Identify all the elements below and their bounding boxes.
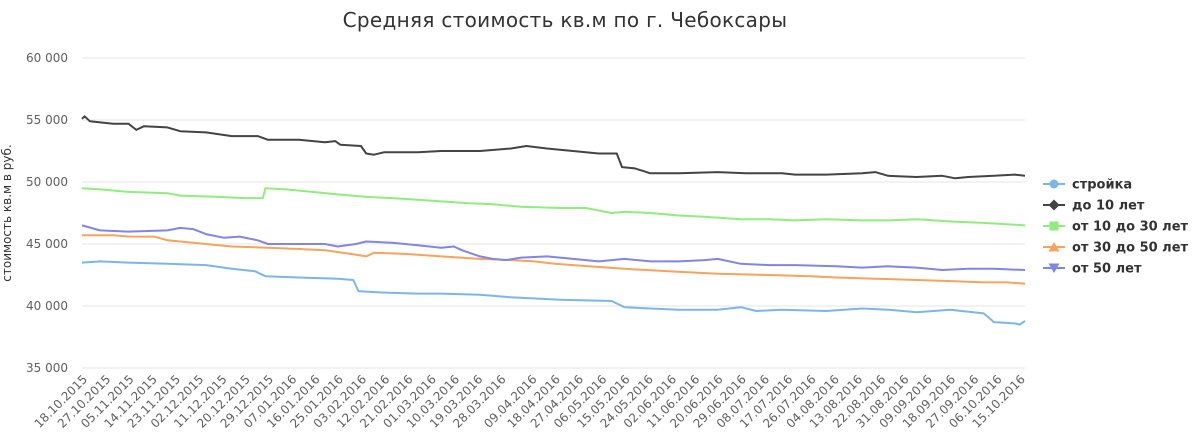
legend-item-5[interactable]: от 50 лет — [1043, 262, 1142, 277]
series-line-1[interactable] — [81, 260, 1026, 326]
y-axis-ticks: 35 000 40 000 45 000 50 000 55 000 60 000 — [26, 51, 68, 375]
series-line-5[interactable] — [81, 224, 1026, 271]
legend-item-2[interactable]: до 10 лет — [1043, 199, 1145, 214]
legend-label: от 50 лет — [1072, 262, 1142, 277]
series-line-3[interactable] — [81, 187, 1026, 227]
legend-item-1[interactable]: стройка — [1043, 178, 1132, 193]
legend-label: стройка — [1072, 178, 1132, 193]
y-tick-label: 50 000 — [26, 175, 68, 189]
legend-label: до 10 лет — [1072, 199, 1145, 214]
x-axis-ticks: 18.10.201527.10.201505.11.201514.11.2015… — [32, 372, 1028, 430]
legend-marker — [1048, 199, 1060, 211]
y-axis-label: стоимость кв.м в руб. — [0, 144, 14, 281]
y-tick-label: 55 000 — [26, 113, 68, 127]
y-tick-label: 35 000 — [26, 361, 68, 375]
legend-marker — [1048, 263, 1060, 273]
y-tick-label: 40 000 — [26, 299, 68, 313]
series-lines — [81, 115, 1026, 326]
y-tick-label: 45 000 — [26, 237, 68, 251]
y-tick-label: 60 000 — [26, 51, 68, 65]
series-line-2[interactable] — [81, 115, 1026, 180]
legend-label: от 10 до 30 лет — [1072, 220, 1189, 235]
chart-title: Средняя стоимость кв.м по г. Чебоксары — [342, 8, 788, 32]
legend: стройка до 10 лет от 10 до 30 лет от 30 до … — [1043, 178, 1189, 277]
legend-marker — [1049, 221, 1059, 231]
series-line-4[interactable] — [82, 234, 1026, 285]
legend-item-4[interactable]: от 30 до 50 лет — [1043, 241, 1189, 256]
grid-lines — [82, 57, 1025, 369]
legend-item-3[interactable]: от 10 до 30 лет — [1043, 220, 1189, 235]
legend-marker — [1049, 179, 1059, 189]
legend-marker — [1048, 242, 1060, 252]
legend-label: от 30 до 50 лет — [1072, 241, 1189, 256]
